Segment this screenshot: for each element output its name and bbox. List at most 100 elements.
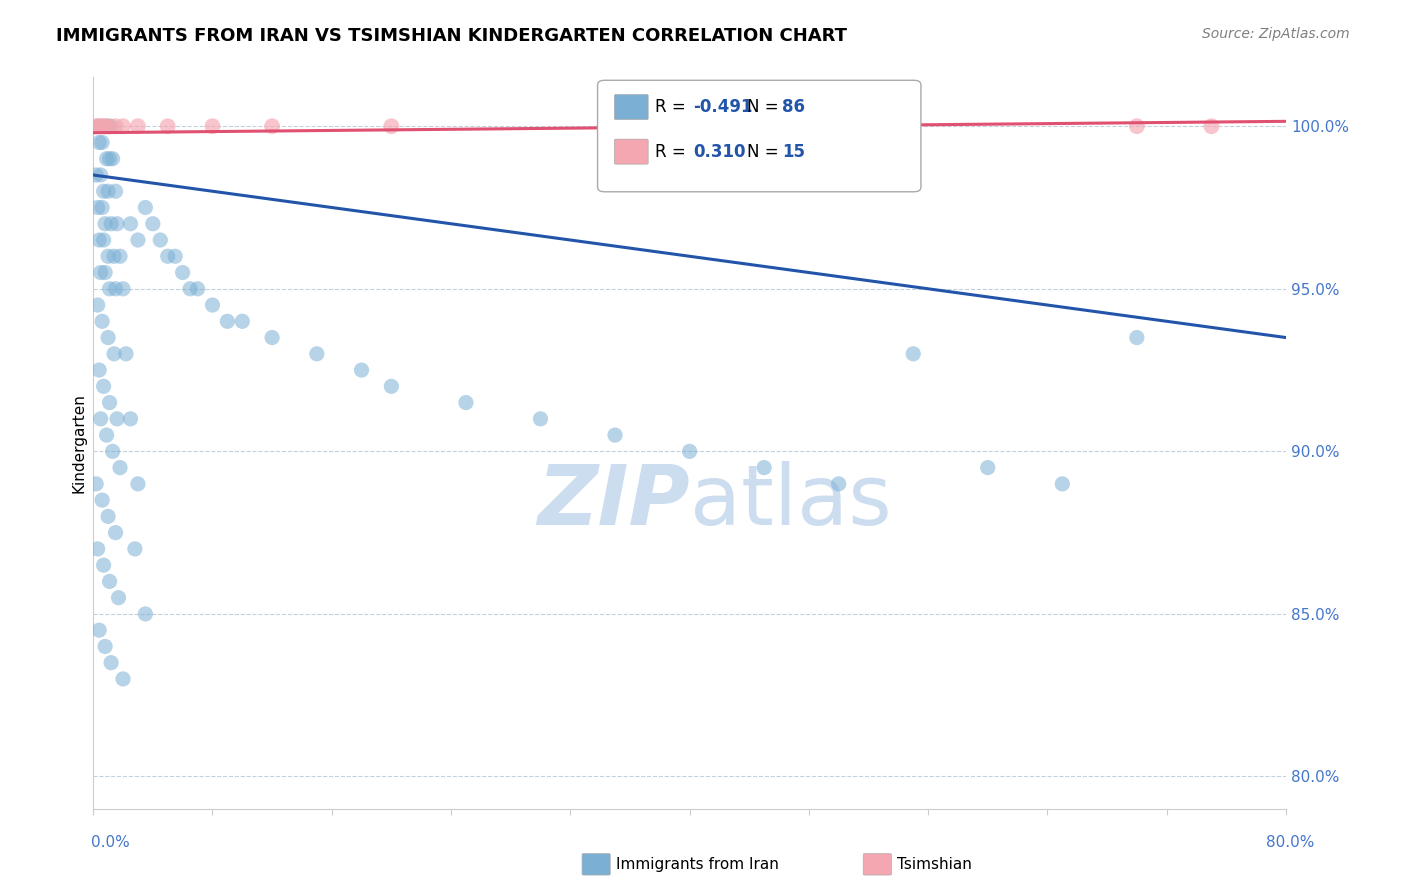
- Point: [94, 119, 117, 133]
- Point: [93, 558, 115, 573]
- Text: IMMIGRANTS FROM IRAN VS TSIMSHIAN KINDERGARTEN CORRELATION CHART: IMMIGRANTS FROM IRAN VS TSIMSHIAN KINDER…: [56, 27, 848, 45]
- Text: Source: ZipAtlas.com: Source: ZipAtlas.com: [1202, 27, 1350, 41]
- Text: N =: N =: [747, 143, 783, 161]
- Point: [90, 412, 112, 426]
- Point: [115, 347, 138, 361]
- Point: [1201, 119, 1223, 133]
- Point: [678, 444, 700, 458]
- Point: [752, 460, 775, 475]
- Point: [90, 119, 112, 133]
- Point: [98, 282, 121, 296]
- Text: 86: 86: [782, 98, 804, 116]
- Point: [94, 266, 117, 280]
- Point: [187, 282, 209, 296]
- Point: [97, 330, 120, 344]
- Text: R =: R =: [655, 98, 692, 116]
- Point: [104, 184, 127, 198]
- Text: N =: N =: [747, 98, 783, 116]
- Point: [105, 412, 128, 426]
- Point: [134, 607, 156, 621]
- Point: [93, 233, 115, 247]
- Point: [96, 428, 118, 442]
- Point: [105, 217, 128, 231]
- Point: [201, 119, 224, 133]
- Point: [380, 119, 402, 133]
- Point: [91, 314, 114, 328]
- Point: [107, 591, 129, 605]
- Point: [90, 266, 112, 280]
- Point: [172, 266, 194, 280]
- Point: [127, 476, 149, 491]
- Point: [201, 298, 224, 312]
- Point: [231, 314, 253, 328]
- Point: [89, 136, 111, 150]
- Point: [98, 395, 121, 409]
- Point: [454, 395, 477, 409]
- Point: [101, 152, 124, 166]
- Point: [100, 119, 122, 133]
- Point: [827, 476, 849, 491]
- Point: [529, 412, 551, 426]
- Point: [127, 233, 149, 247]
- Point: [103, 347, 125, 361]
- Point: [97, 184, 120, 198]
- Point: [380, 379, 402, 393]
- Point: [86, 119, 108, 133]
- Point: [1126, 119, 1149, 133]
- Point: [1052, 476, 1074, 491]
- Point: [98, 152, 121, 166]
- Point: [124, 541, 146, 556]
- Point: [262, 119, 284, 133]
- Point: [101, 444, 124, 458]
- Point: [100, 656, 122, 670]
- Point: [179, 282, 201, 296]
- Point: [156, 119, 179, 133]
- Point: [86, 298, 108, 312]
- Text: 0.0%: 0.0%: [91, 836, 131, 850]
- Point: [111, 119, 134, 133]
- Text: Tsimshian: Tsimshian: [897, 857, 972, 871]
- Point: [111, 672, 134, 686]
- Point: [165, 249, 187, 263]
- Point: [94, 640, 117, 654]
- Point: [120, 217, 142, 231]
- Point: [94, 217, 117, 231]
- Point: [100, 217, 122, 231]
- Text: ZIP: ZIP: [537, 461, 689, 542]
- Point: [1126, 330, 1149, 344]
- Point: [603, 428, 626, 442]
- Point: [90, 168, 112, 182]
- Point: [89, 233, 111, 247]
- Point: [350, 363, 373, 377]
- Point: [91, 201, 114, 215]
- Point: [104, 525, 127, 540]
- Point: [89, 119, 111, 133]
- Point: [86, 541, 108, 556]
- Point: [977, 460, 1000, 475]
- Point: [903, 347, 925, 361]
- Point: [93, 184, 115, 198]
- Point: [134, 201, 156, 215]
- Point: [97, 119, 120, 133]
- Text: atlas: atlas: [689, 461, 891, 542]
- Point: [89, 623, 111, 637]
- Point: [217, 314, 239, 328]
- Point: [91, 136, 114, 150]
- Point: [84, 119, 107, 133]
- Text: -0.491: -0.491: [693, 98, 752, 116]
- Point: [603, 119, 626, 133]
- Point: [103, 249, 125, 263]
- Text: R =: R =: [655, 143, 696, 161]
- Y-axis label: Kindergarten: Kindergarten: [72, 393, 86, 493]
- Point: [149, 233, 172, 247]
- Point: [108, 460, 131, 475]
- Point: [97, 509, 120, 524]
- Point: [120, 412, 142, 426]
- Text: Immigrants from Iran: Immigrants from Iran: [616, 857, 779, 871]
- Point: [305, 347, 328, 361]
- Point: [96, 152, 118, 166]
- Point: [86, 201, 108, 215]
- Point: [108, 249, 131, 263]
- Point: [111, 282, 134, 296]
- Point: [104, 119, 127, 133]
